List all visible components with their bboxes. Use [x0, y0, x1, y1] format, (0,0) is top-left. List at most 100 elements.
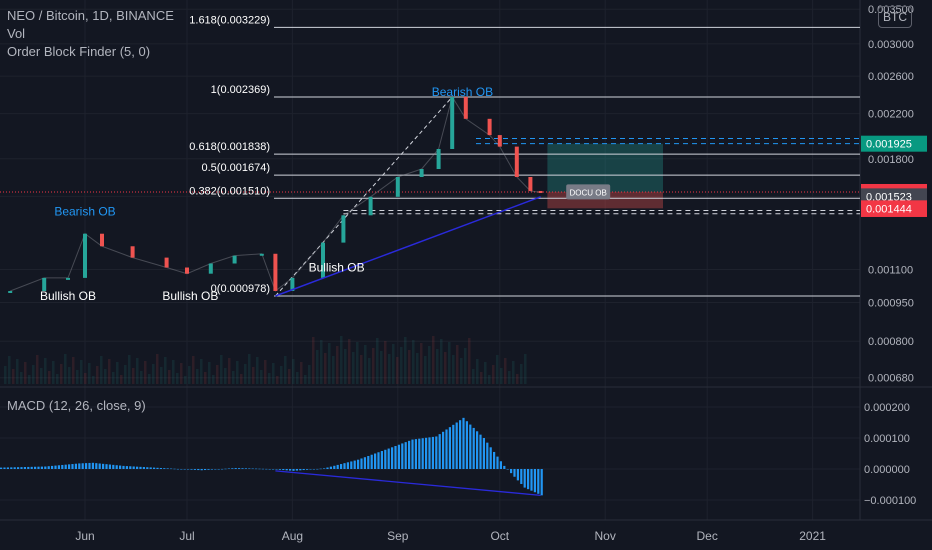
volume-bar: [96, 366, 99, 384]
macd-bar: [136, 466, 139, 469]
symbol-legend[interactable]: NEO / Bitcoin, 1D, BINANCE: [7, 8, 174, 23]
macd-bar: [115, 465, 118, 469]
volume-bar: [92, 376, 95, 384]
macd-bar: [333, 465, 336, 469]
macd-bar: [10, 467, 13, 469]
macd-bar: [408, 440, 411, 469]
annotation-label: Bearish OB: [432, 85, 493, 99]
macd-bar: [129, 466, 132, 469]
candle: [100, 233, 104, 247]
volume-bar: [176, 373, 179, 384]
macd-bar: [479, 434, 482, 469]
candle: [450, 96, 455, 150]
x-tick-label: 2021: [799, 529, 826, 543]
volume-bar: [4, 366, 7, 384]
axes: Jun Jul Aug Sep Oct Nov Dec 2021 0.000680 0.00080…: [75, 4, 916, 543]
macd-bar: [224, 468, 227, 470]
macd-bar: [452, 424, 455, 469]
macd-bar: [418, 438, 421, 469]
macd-bar: [523, 469, 526, 488]
macd-bar: [472, 427, 475, 469]
macd-bar: [510, 469, 513, 474]
volume-bar: [192, 356, 195, 384]
x-tick-label: Sep: [387, 529, 409, 543]
candle: [83, 233, 87, 278]
price-line: [10, 95, 541, 292]
macd-bar: [51, 465, 54, 469]
macd-bar: [272, 469, 275, 470]
macd-bar: [105, 464, 108, 469]
order-block-zones: [0, 137, 860, 215]
macd-bar: [221, 468, 224, 470]
macd-bar: [34, 466, 37, 469]
candle: [487, 118, 492, 136]
macd-bar: [27, 466, 30, 469]
volume-bar: [108, 359, 111, 384]
volume-bar: [276, 376, 279, 384]
macd-bar: [210, 469, 213, 470]
volume-bar: [284, 356, 287, 384]
candle: [130, 246, 135, 258]
candle: [164, 257, 169, 268]
volume-bar: [364, 345, 367, 384]
volume-bar: [436, 349, 439, 384]
y-tick-label: 0.000950: [868, 298, 914, 310]
candle: [42, 277, 47, 291]
volume-bar: [272, 363, 275, 384]
annotation-label: Bullish OB: [309, 261, 365, 275]
volume-bar: [76, 370, 79, 384]
macd-bar: [139, 466, 142, 469]
volume-bar: [168, 370, 171, 384]
indicator-legend[interactable]: Order Block Finder (5, 0): [7, 44, 151, 59]
candle: [232, 255, 237, 264]
volume-bar: [196, 369, 199, 384]
macd-bar: [217, 469, 220, 470]
macd-bar: [265, 468, 268, 470]
volume-legend[interactable]: Vol: [7, 26, 26, 41]
macd-bar: [54, 465, 57, 469]
candle: [497, 135, 502, 147]
macd-bar: [268, 469, 271, 470]
macd-bar: [302, 469, 305, 471]
volume-bar: [200, 359, 203, 384]
volume-bar: [412, 340, 415, 384]
macd-bar: [397, 444, 400, 469]
volume-bar: [260, 370, 263, 384]
macd-bar: [95, 463, 98, 469]
macd-bar: [540, 469, 543, 496]
macd-bar: [214, 469, 217, 470]
macd-bar: [306, 469, 309, 470]
x-tick-label: Dec: [697, 529, 718, 543]
volume-bar: [400, 347, 403, 384]
volume-bar: [280, 366, 283, 384]
volume-bar: [304, 375, 307, 384]
fib-label: 0(0.000978): [211, 283, 270, 295]
macd-tick-label: 0.000100: [864, 433, 910, 445]
macd-bar: [142, 467, 145, 469]
volume-bar: [64, 354, 67, 384]
macd-bar: [336, 464, 339, 469]
volume-bar: [520, 364, 523, 384]
macd-bar: [486, 442, 489, 469]
macd-bar: [190, 469, 193, 470]
volume-bar: [472, 369, 475, 384]
macd-bar: [278, 469, 281, 470]
volume-bar: [336, 346, 339, 384]
candle: [259, 253, 264, 256]
currency-badge[interactable]: BTC: [878, 6, 912, 28]
macd-bar: [71, 464, 74, 469]
volume-bar: [232, 371, 235, 384]
macd-bar: [207, 469, 210, 470]
macd-bar: [380, 451, 383, 469]
macd-legend[interactable]: MACD (12, 26, close, 9): [7, 398, 146, 413]
volume-bar: [164, 357, 167, 384]
volume-bar: [56, 374, 59, 384]
volume-bar: [44, 358, 47, 384]
macd-bar: [285, 469, 288, 471]
macd-bar: [363, 457, 366, 469]
volume-bar: [184, 376, 187, 384]
macd-bar: [68, 464, 71, 469]
macd-bar: [30, 466, 33, 469]
